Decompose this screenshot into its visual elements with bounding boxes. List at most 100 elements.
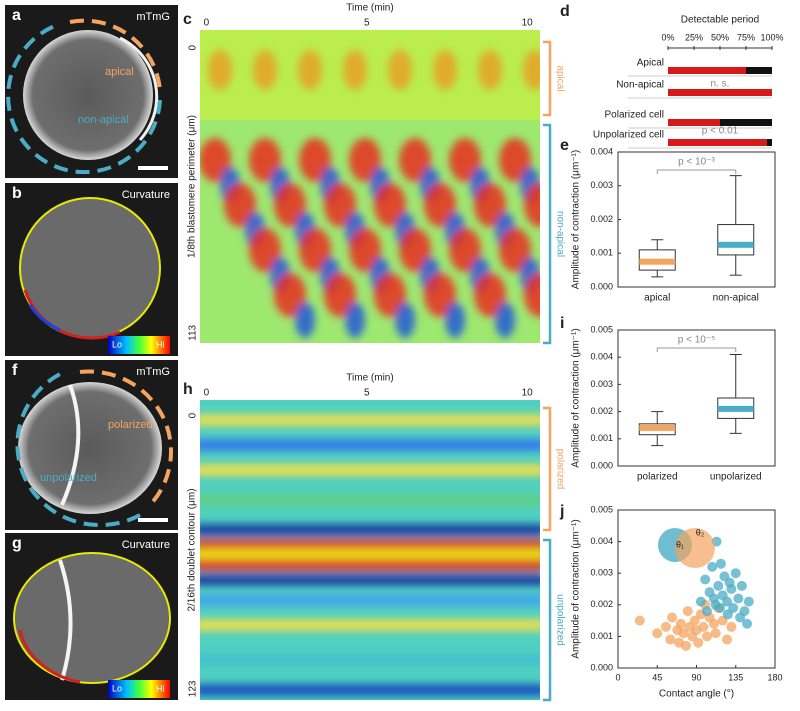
texture: [474, 183, 506, 227]
point: [726, 621, 737, 632]
letter: j: [559, 503, 564, 520]
label: f: [12, 362, 18, 379]
point: [715, 602, 726, 613]
x-tick-label: 0: [204, 18, 210, 29]
x-tick-label: 10: [522, 388, 534, 399]
label: Curvature: [122, 539, 170, 551]
texture: [345, 302, 365, 338]
label: Lo: [112, 683, 122, 693]
texture: [445, 302, 465, 338]
texture: [200, 464, 540, 476]
texture: [324, 273, 356, 317]
bracket-label: unpolarized: [554, 594, 565, 646]
x-tick-label: 75%: [737, 32, 755, 42]
bracket: [543, 406, 552, 532]
y-axis-label: Amplitude of contraction (μm⁻¹): [571, 150, 582, 289]
bar-segment: [746, 67, 772, 74]
point: [701, 631, 712, 642]
texture: [324, 183, 356, 227]
image-g: [5, 533, 178, 700]
x-tick-label: polarized: [637, 472, 678, 483]
letter: i: [560, 315, 564, 332]
texture: [249, 228, 281, 272]
y-tick-label: 0.004: [590, 146, 613, 156]
texture: [200, 559, 540, 571]
x-tick-label: unpolarized: [710, 472, 762, 483]
texture: [524, 273, 540, 317]
point: [693, 637, 704, 648]
bar-segment: [668, 119, 720, 126]
point: [698, 621, 709, 632]
y-tick-label: 0.005: [590, 324, 613, 334]
bracket: [543, 40, 552, 117]
inset-label: θ₂: [696, 527, 705, 537]
annotation: p < 0.01: [702, 126, 739, 137]
label: h: [183, 381, 193, 398]
inset-cell: [675, 528, 715, 568]
texture: [524, 183, 540, 227]
texture: [399, 228, 431, 272]
y-tick-label: 0.004: [590, 536, 613, 546]
median: [639, 424, 676, 431]
texture: [200, 414, 540, 426]
annotation: p < 10⁻³: [678, 157, 715, 168]
y-axis-label: 2/16th doublet contour (μm): [187, 488, 198, 611]
texture: [253, 50, 277, 90]
texture: [208, 50, 232, 90]
point: [707, 561, 718, 572]
texture: [495, 302, 515, 338]
point: [726, 584, 737, 594]
inset-label: θ₁: [676, 539, 684, 549]
bracket: [543, 538, 552, 702]
bracket-label: polarized: [554, 449, 565, 490]
texture: [478, 50, 502, 90]
y-tick-label: 0.005: [590, 504, 613, 514]
point: [722, 634, 733, 645]
label: Lo: [112, 339, 122, 349]
texture: [424, 183, 456, 227]
point: [743, 596, 754, 607]
point: [675, 618, 686, 629]
label: mTmG: [136, 11, 170, 23]
point: [634, 615, 645, 626]
label: polarized: [108, 419, 153, 431]
x-tick-label: 0%: [661, 32, 674, 42]
texture: [424, 273, 456, 317]
texture: [343, 50, 367, 90]
point: [695, 596, 706, 607]
point: [728, 602, 739, 613]
y-axis-label: Amplitude of contraction (μm⁻¹): [571, 519, 582, 658]
point: [701, 606, 712, 617]
texture: [299, 138, 331, 182]
texture: [200, 594, 540, 606]
x-tick-label: 0: [615, 672, 620, 682]
label: non-apical: [78, 114, 129, 126]
texture: [399, 138, 431, 182]
x-tick-label: 90: [691, 672, 701, 682]
label: Time (min): [346, 373, 393, 384]
label: c: [183, 11, 192, 28]
point: [710, 628, 721, 639]
bar-segment: [668, 89, 772, 96]
texture: [200, 138, 231, 182]
y-axis-label: Amplitude of contraction (μm⁻¹): [571, 328, 582, 467]
point: [730, 568, 741, 579]
y-tick-label: 0.002: [590, 406, 613, 416]
category-label: Polarized cell: [605, 110, 664, 121]
x-tick-label: 25%: [685, 32, 703, 42]
y-tick-label: 0: [188, 44, 199, 50]
texture: [374, 183, 406, 227]
y-axis-label: 1/8th blastomere perimeter (μm): [187, 115, 198, 258]
texture: [274, 273, 306, 317]
letter: d: [560, 3, 570, 20]
texture: [295, 302, 315, 338]
y-tick-label: 113: [188, 324, 199, 340]
texture: [523, 50, 540, 90]
annotation: p < 10⁻⁵: [678, 335, 716, 346]
y-tick-label: 0.001: [590, 433, 613, 443]
texture: [200, 439, 540, 451]
point: [667, 612, 678, 623]
texture: [349, 228, 381, 272]
